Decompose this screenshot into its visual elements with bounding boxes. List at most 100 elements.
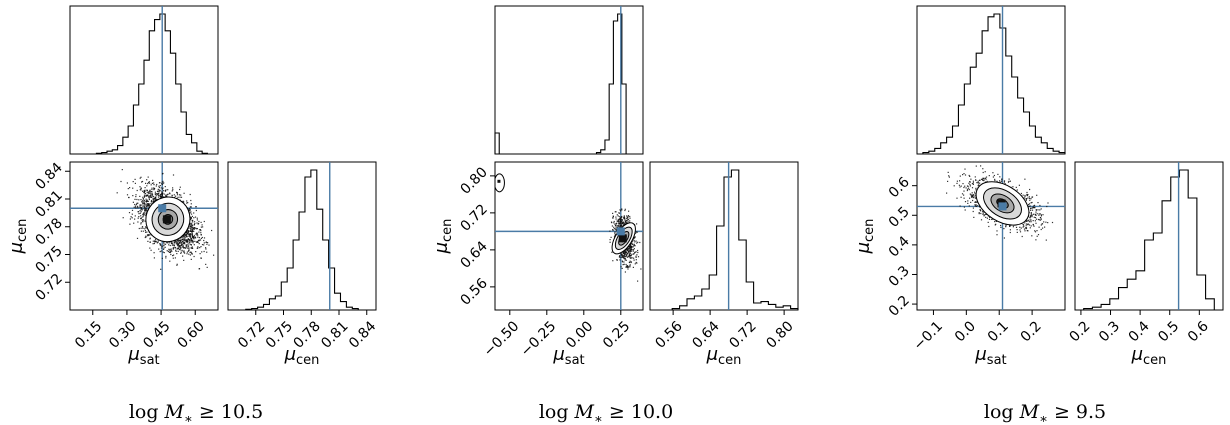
sample-point [187,231,190,233]
sample-point [1009,225,1011,227]
sample-point [973,216,975,218]
hist-mu-cen [228,169,376,311]
sample-point [146,185,148,187]
x-axis-label-mu-sat: μsat [127,344,159,368]
sample-point [148,198,150,201]
sample-point [193,224,195,226]
sample-point [188,234,190,236]
sample-point [972,195,974,197]
sample-point [619,209,621,211]
sample-point [158,189,160,191]
sample-point [175,250,177,252]
sample-point [969,175,971,177]
sample-point [198,220,200,223]
sample-point [989,216,991,218]
caption-m: M [164,401,185,423]
sample-point [193,228,195,230]
sample-point [629,250,631,252]
sample-point [148,203,150,205]
sample-point [959,205,961,207]
sample-point [139,189,141,191]
sample-point [1051,221,1054,224]
sample-point [211,229,213,232]
sample-point [633,243,635,245]
corner-plot-group-1: 0.15 0.30 0.45 0.60 0.720.750.780.810.840.72… [6,5,379,425]
sample-point [147,182,150,184]
sample-point [1040,228,1042,231]
sample-point [186,240,188,242]
sample-point [1028,205,1030,208]
sample-point [956,180,958,182]
x-axis-label-mu-cen-subscript: cen [296,353,319,368]
sample-point [183,242,185,244]
x-axis-label-mu-cen: μcen [706,344,742,368]
sample-point [139,210,141,212]
sample-point [142,213,144,216]
sample-point [629,244,631,246]
sample-point [184,242,186,244]
sample-point [976,182,978,184]
sample-point [1024,230,1026,232]
sample-point [172,255,174,257]
sample-point [618,222,620,224]
sample-point [161,192,163,194]
sample-point [133,222,135,224]
sample-point [956,197,958,199]
sample-point [193,244,195,246]
sample-point [195,228,197,230]
sample-point [140,187,142,189]
sample-point [189,240,191,242]
sample-point [972,207,974,209]
sample-point [1025,199,1027,201]
sample-point [621,215,623,218]
sample-point [144,210,146,212]
sample-point [986,217,988,219]
x-tick-label: 0.00 [563,318,596,351]
sample-point [629,255,631,257]
sample-point [147,176,149,178]
sample-point [174,241,177,243]
sample-point [982,179,984,181]
sample-point [151,187,153,189]
sample-point [190,251,192,253]
sample-point [1034,231,1037,233]
sample-point [182,244,184,246]
sample-point [1021,235,1023,238]
x-tick-label: 0.60 [174,318,207,351]
sample-point [144,209,146,211]
sample-point [183,251,185,254]
sample-point [140,230,142,232]
sample-point [1033,216,1035,218]
sample-point [191,238,193,240]
caption-sub: ∗ [594,412,603,425]
sample-point [138,216,140,218]
sample-point [203,239,205,242]
x-tick-label: 0.81 [318,318,351,351]
sample-point [134,218,136,220]
sample-point [160,247,163,249]
sample-point [187,250,190,252]
sample-point [1040,218,1042,220]
sample-point [629,257,631,259]
sample-point [193,236,195,238]
sample-point [1029,205,1031,207]
sample-point [980,212,982,215]
sample-point [181,246,184,248]
sample-point [615,230,617,232]
sample-point [172,174,175,176]
sample-point [627,253,629,255]
sample-point [159,185,161,187]
sample-point [982,213,984,215]
sample-point [628,210,630,212]
sample-point [149,182,151,184]
sample-point [1040,214,1042,216]
sample-point [136,237,139,239]
sample-point [183,239,185,241]
sample-point [200,234,202,236]
sample-point [164,243,167,245]
sample-point [635,251,637,253]
sample-point [154,240,156,243]
sample-point [116,192,118,194]
sample-point [195,233,197,235]
sample-point [186,241,188,243]
